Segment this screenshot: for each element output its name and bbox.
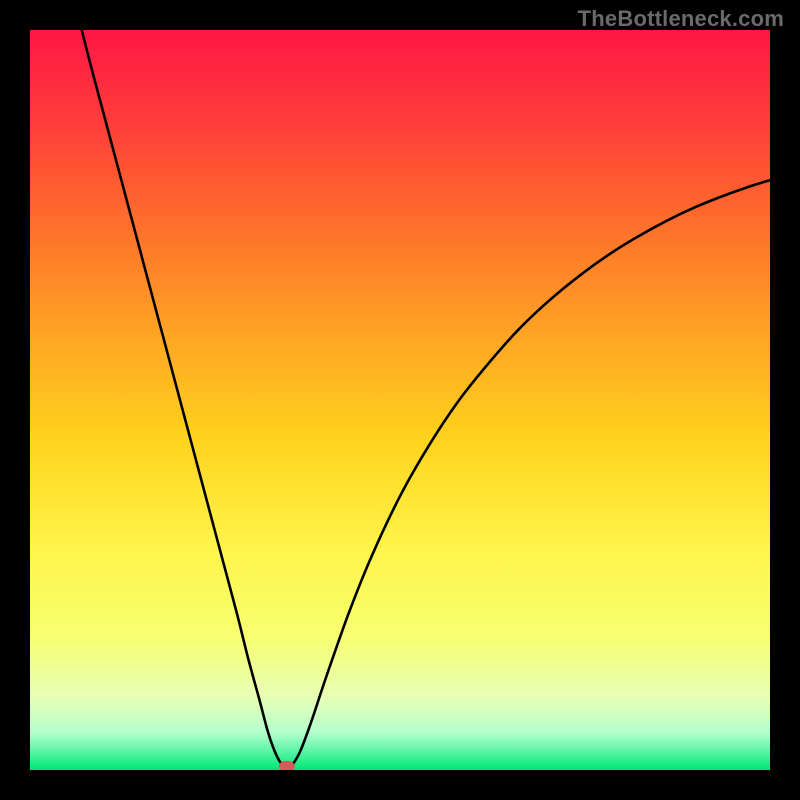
chart-svg	[30, 30, 770, 770]
gradient-background	[30, 30, 770, 770]
chart-plot-area	[30, 30, 770, 770]
watermark-text: TheBottleneck.com	[578, 6, 784, 32]
